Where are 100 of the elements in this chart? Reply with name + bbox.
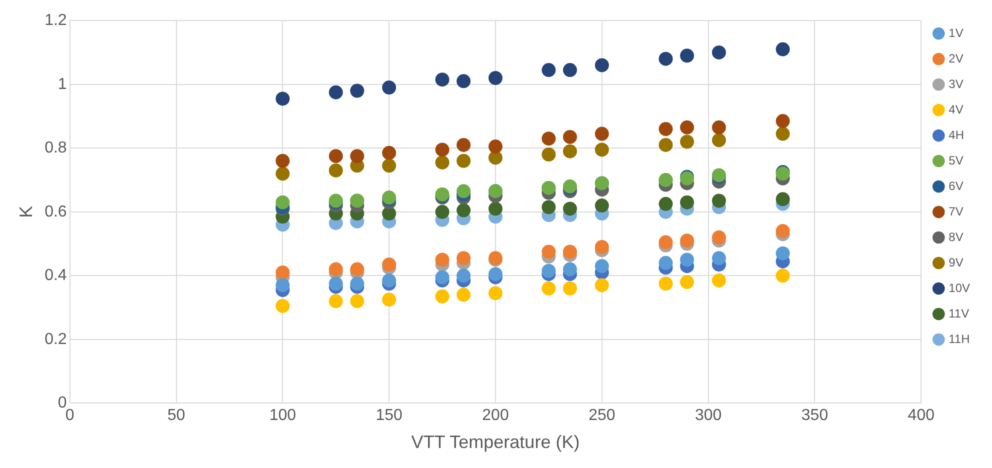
point xyxy=(488,140,502,154)
point xyxy=(276,154,290,168)
point xyxy=(562,262,577,276)
point xyxy=(488,202,502,216)
point xyxy=(680,48,694,63)
legend-label: 7V xyxy=(948,204,964,218)
point xyxy=(594,240,609,254)
point xyxy=(456,288,471,302)
point xyxy=(328,262,343,276)
point xyxy=(435,72,450,87)
point xyxy=(680,275,694,290)
x-tick-label: 300 xyxy=(694,407,722,424)
point xyxy=(658,52,673,66)
point xyxy=(712,273,726,288)
x-tick-label: 150 xyxy=(376,407,403,424)
point xyxy=(435,252,450,267)
point xyxy=(658,235,673,250)
point xyxy=(776,192,790,206)
point xyxy=(350,276,364,291)
point xyxy=(435,289,450,304)
point xyxy=(542,244,556,259)
point xyxy=(658,138,673,152)
legend-label: 6V xyxy=(948,178,964,193)
point xyxy=(712,194,726,208)
point xyxy=(276,195,290,210)
point xyxy=(435,155,450,170)
point xyxy=(712,251,726,266)
point xyxy=(350,294,364,308)
point xyxy=(562,144,577,158)
point xyxy=(712,120,726,134)
y-tick-label: 0.6 xyxy=(44,203,67,220)
point xyxy=(594,198,609,213)
x-tick-label: 250 xyxy=(588,407,616,424)
point xyxy=(658,256,673,270)
point xyxy=(456,251,471,266)
point xyxy=(594,278,609,292)
x-tick-label: 400 xyxy=(908,407,935,424)
point xyxy=(594,259,609,274)
point xyxy=(276,265,290,280)
point xyxy=(328,163,343,178)
point xyxy=(542,281,556,296)
legend-label: 4H xyxy=(948,128,964,142)
point xyxy=(542,63,556,78)
point xyxy=(776,224,790,238)
point xyxy=(456,138,471,152)
point xyxy=(456,203,471,218)
point xyxy=(328,294,343,308)
point xyxy=(658,122,673,136)
legend-label: 11V xyxy=(948,306,970,320)
legend-label: 1V xyxy=(948,26,964,40)
x-tick-label: 200 xyxy=(482,407,509,424)
point xyxy=(680,134,694,149)
y-tick-label: 1.2 xyxy=(44,12,67,30)
point xyxy=(456,74,471,88)
y-tick-label: 0.4 xyxy=(44,267,67,284)
point xyxy=(328,276,343,291)
point xyxy=(350,262,364,276)
point xyxy=(328,149,343,164)
point xyxy=(712,133,726,148)
point xyxy=(276,166,290,181)
point xyxy=(350,84,364,98)
x-tick-label: 350 xyxy=(801,407,828,424)
point xyxy=(594,126,609,141)
point xyxy=(382,206,396,220)
legend-label: 3V xyxy=(948,76,964,91)
point xyxy=(680,120,694,134)
point xyxy=(594,142,609,157)
y-tick-label: 1 xyxy=(58,76,67,93)
point xyxy=(776,42,790,56)
point xyxy=(488,267,502,282)
point xyxy=(488,286,502,300)
point xyxy=(562,130,577,144)
point xyxy=(488,70,502,85)
point xyxy=(712,230,726,244)
point xyxy=(542,200,556,214)
x-tick-label: 50 xyxy=(167,407,186,424)
point xyxy=(562,202,577,216)
point xyxy=(776,268,790,283)
point xyxy=(542,148,556,162)
point xyxy=(658,196,673,211)
y-tick-label: 0.2 xyxy=(44,330,67,348)
point xyxy=(776,126,790,141)
point xyxy=(276,278,290,292)
legend-label: 5V xyxy=(948,153,964,168)
point xyxy=(435,204,450,219)
point xyxy=(680,195,694,210)
point xyxy=(456,154,471,168)
point xyxy=(435,270,450,284)
point xyxy=(456,268,471,283)
point xyxy=(776,114,790,128)
legend-label: 2V xyxy=(948,51,964,66)
legend-label: 10V xyxy=(948,280,970,295)
point xyxy=(350,149,364,164)
y-tick-label: 0 xyxy=(58,394,67,412)
legend-label: 8V xyxy=(948,230,964,244)
x-tick-label: 100 xyxy=(269,407,296,424)
point xyxy=(562,244,577,259)
point xyxy=(382,158,396,173)
point xyxy=(712,45,726,60)
legend-label: 9V xyxy=(948,255,964,270)
